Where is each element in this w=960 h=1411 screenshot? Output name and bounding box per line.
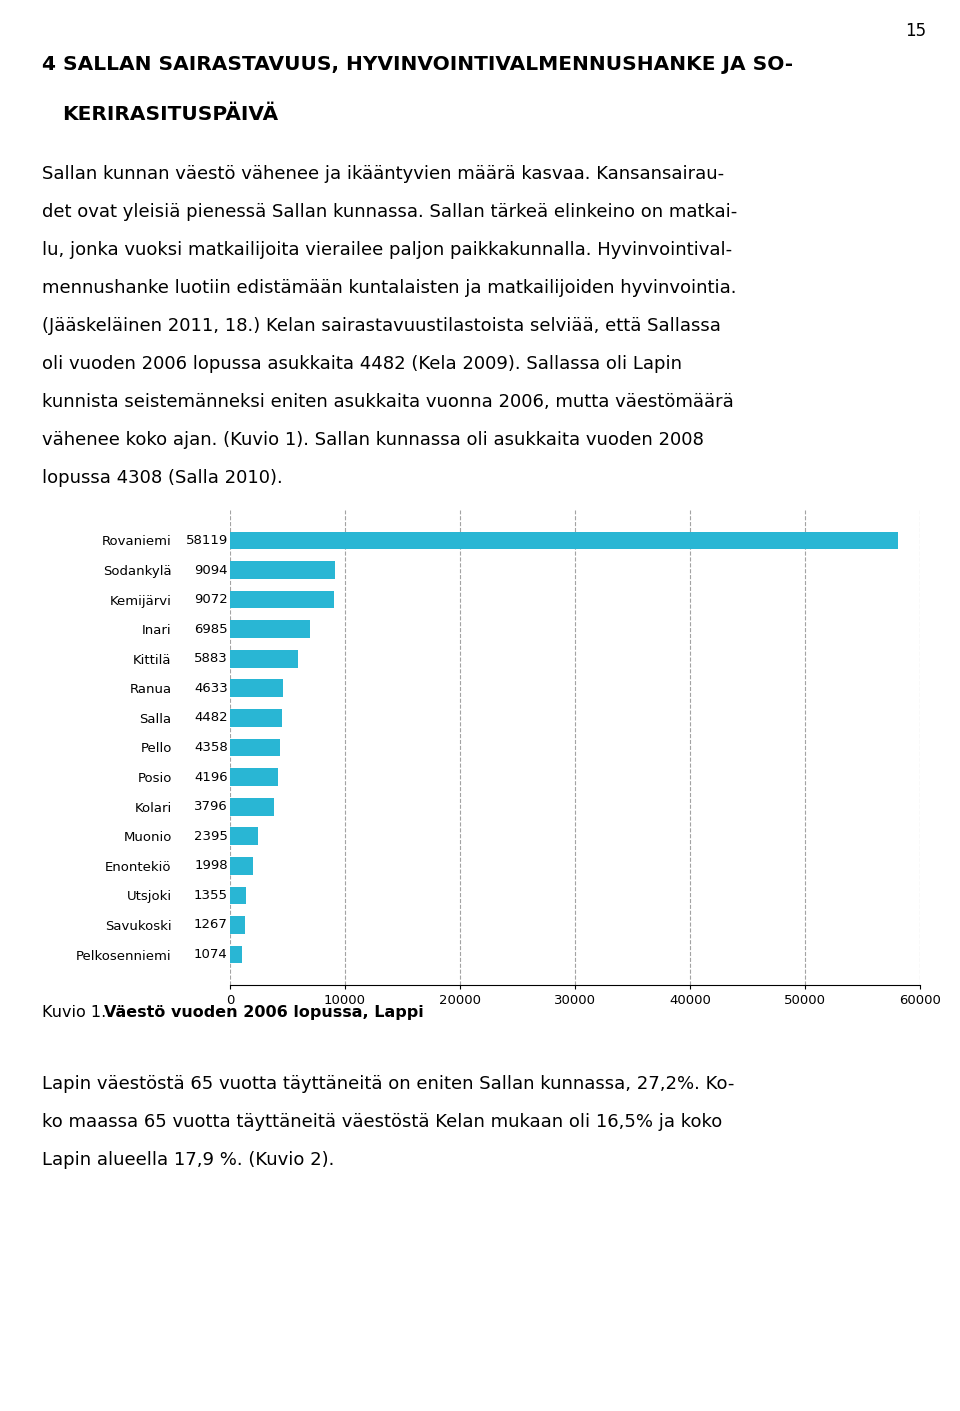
Text: lu, jonka vuoksi matkailijoita vierailee paljon paikkakunnalla. Hyvinvointival-: lu, jonka vuoksi matkailijoita vierailee… (42, 241, 732, 260)
Bar (230, 621, 310, 638)
Bar (230, 532, 899, 549)
Bar (230, 916, 245, 934)
Bar (230, 886, 246, 904)
Bar (230, 562, 335, 579)
Bar (230, 768, 278, 786)
Text: mennushanke luotiin edistämään kuntalaisten ja matkailijoiden hyvinvointia.: mennushanke luotiin edistämään kuntalais… (42, 279, 736, 296)
Text: (Jääskeläinen 2011, 18.) Kelan sairastavuustilastoista selviää, että Sallassa: (Jääskeläinen 2011, 18.) Kelan sairastav… (42, 317, 721, 334)
Text: oli vuoden 2006 lopussa asukkaita 4482 (Kela 2009). Sallassa oli Lapin: oli vuoden 2006 lopussa asukkaita 4482 (… (42, 356, 682, 373)
Text: 3796: 3796 (194, 800, 228, 813)
Text: 4196: 4196 (194, 770, 228, 783)
Text: KERIRASITUSPÄIVÄ: KERIRASITUSPÄIVÄ (62, 104, 278, 124)
Text: 4482: 4482 (194, 711, 228, 724)
Text: 1355: 1355 (194, 889, 228, 902)
Text: lopussa 4308 (Salla 2010).: lopussa 4308 (Salla 2010). (42, 468, 283, 487)
Text: Lapin väestöstä 65 vuotta täyttäneitä on eniten Sallan kunnassa, 27,2%. Ko-: Lapin väestöstä 65 vuotta täyttäneitä on… (42, 1075, 734, 1094)
Text: 2395: 2395 (194, 830, 228, 842)
Text: Lapin alueella 17,9 %. (Kuvio 2).: Lapin alueella 17,9 %. (Kuvio 2). (42, 1151, 334, 1168)
Text: Kuvio 1.: Kuvio 1. (42, 1005, 111, 1020)
Bar (230, 827, 257, 845)
Bar (230, 710, 281, 727)
Text: 6985: 6985 (194, 622, 228, 636)
Text: ko maassa 65 vuotta täyttäneitä väestöstä Kelan mukaan oli 16,5% ja koko: ko maassa 65 vuotta täyttäneitä väestöst… (42, 1113, 722, 1132)
Text: 4633: 4633 (194, 682, 228, 694)
Bar (230, 856, 253, 875)
Text: 15: 15 (905, 23, 926, 40)
Text: 4358: 4358 (194, 741, 228, 753)
Text: 58119: 58119 (185, 533, 228, 547)
Text: 5883: 5883 (194, 652, 228, 665)
Text: 4 SALLAN SAIRASTAVUUS, HYVINVOINTIVALMENNUSHANKE JA SO-: 4 SALLAN SAIRASTAVUUS, HYVINVOINTIVALMEN… (42, 55, 793, 73)
Bar (230, 650, 298, 667)
Text: det ovat yleisiä pienessä Sallan kunnassa. Sallan tärkeä elinkeino on matkai-: det ovat yleisiä pienessä Sallan kunnass… (42, 203, 737, 222)
Bar (230, 680, 283, 697)
Text: Väestö vuoden 2006 lopussa, Lappi: Väestö vuoden 2006 lopussa, Lappi (104, 1005, 423, 1020)
Bar (230, 591, 334, 608)
Bar (230, 797, 274, 816)
Bar (230, 738, 280, 756)
Text: vähenee koko ajan. (Kuvio 1). Sallan kunnassa oli asukkaita vuoden 2008: vähenee koko ajan. (Kuvio 1). Sallan kun… (42, 430, 704, 449)
Text: 1074: 1074 (194, 948, 228, 961)
Bar (230, 945, 242, 964)
Text: Sallan kunnan väestö vähenee ja ikääntyvien määrä kasvaa. Kansansairau-: Sallan kunnan väestö vähenee ja ikääntyv… (42, 165, 724, 183)
Text: 1267: 1267 (194, 919, 228, 931)
Text: 1998: 1998 (194, 859, 228, 872)
Text: 9094: 9094 (194, 563, 228, 577)
Text: 9072: 9072 (194, 593, 228, 607)
Text: kunnista seistemänneksi eniten asukkaita vuonna 2006, mutta väestömäärä: kunnista seistemänneksi eniten asukkaita… (42, 394, 733, 411)
